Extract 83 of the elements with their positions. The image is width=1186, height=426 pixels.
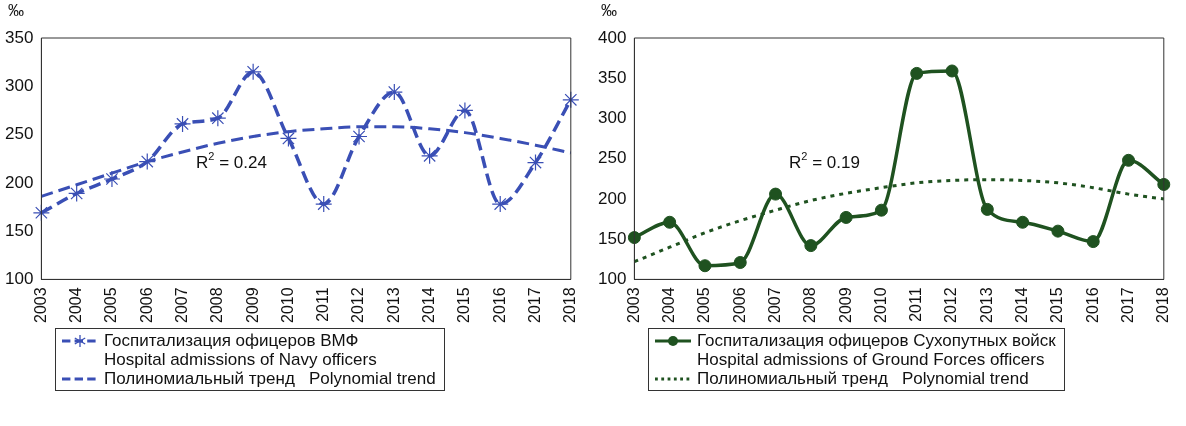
x-tick-label: 2009	[836, 287, 854, 323]
x-tick-label: 2003	[31, 287, 49, 323]
point	[910, 66, 924, 80]
x-tick-label: 2003	[624, 287, 642, 323]
point	[315, 195, 333, 213]
point	[103, 170, 121, 188]
x-tick-label: 2018	[561, 287, 579, 323]
point	[874, 203, 888, 217]
point	[421, 147, 439, 165]
point	[663, 215, 677, 229]
point	[350, 127, 368, 146]
point	[526, 153, 545, 172]
x-tick-label: 2004	[660, 287, 678, 323]
point	[1016, 215, 1030, 229]
x-tick-label: 2009	[243, 287, 261, 323]
x-tick-label: 2017	[1118, 287, 1136, 323]
x-tick-label: 2014	[420, 287, 438, 323]
legend-label: Полиномиальный тренд Polynomial trend	[697, 369, 1029, 388]
y-tick-label: 200	[4, 172, 34, 192]
point	[562, 91, 580, 109]
x-tick-label: 2016	[490, 287, 508, 323]
y-axis-title: ‰	[601, 2, 617, 19]
point	[945, 64, 959, 78]
point	[980, 202, 994, 216]
y-tick-label: 350	[4, 27, 34, 47]
x-tick-label: 2010	[278, 287, 296, 323]
point	[698, 259, 712, 273]
x-tick-label: 2005	[695, 287, 713, 323]
x-tick-label: 2004	[67, 287, 85, 323]
y-tick-label: 100	[597, 269, 627, 289]
x-tick-label: 2007	[172, 287, 190, 323]
x-tick-label: 2015	[1048, 287, 1066, 323]
y-tick-label: 350	[597, 67, 627, 87]
point	[385, 83, 403, 101]
x-tick-label: 2015	[455, 287, 473, 323]
point	[32, 204, 50, 222]
y-axis-title: ‰	[8, 2, 24, 19]
x-tick-label: 2014	[1013, 287, 1031, 323]
point	[209, 109, 227, 127]
x-tick-label: 2006	[730, 287, 748, 323]
x-tick-label: 2018	[1154, 287, 1172, 323]
y-tick-label: 300	[4, 75, 34, 95]
point	[1122, 153, 1135, 167]
x-tick-label: 2010	[871, 287, 889, 323]
point	[244, 63, 262, 81]
point	[1086, 235, 1100, 249]
point	[839, 210, 853, 224]
legend-label: Госпитализация офицеров ВМФ Hospital admissions of Navy officers	[104, 331, 377, 369]
y-tick-label: 150	[4, 220, 34, 240]
y-tick-label: 100	[4, 269, 34, 289]
y-tick-label: 300	[597, 108, 627, 128]
x-tick-label: 2012	[942, 287, 960, 323]
point	[627, 231, 641, 245]
y-tick-label: 200	[597, 188, 627, 208]
y-tick-label: 250	[4, 124, 34, 144]
x-tick-label: 2008	[801, 287, 819, 323]
point	[173, 115, 192, 133]
x-tick-label: 2007	[765, 287, 783, 323]
point	[138, 153, 156, 171]
point	[68, 184, 86, 203]
x-tick-label: 2011	[907, 287, 925, 322]
x-tick-label: 2013	[384, 287, 402, 323]
point	[491, 195, 509, 213]
y-tick-label: 250	[597, 148, 627, 168]
x-tick-label: 2008	[208, 287, 226, 323]
legend-label: Полиномиальный тренд Polynomial trend	[104, 369, 436, 388]
y-tick-label: 400	[597, 27, 627, 47]
point	[769, 187, 783, 201]
point	[279, 129, 298, 148]
x-tick-label: 2011	[314, 287, 332, 322]
point	[1157, 177, 1171, 191]
x-tick-label: 2006	[137, 287, 155, 323]
x-tick-label: 2005	[102, 287, 120, 323]
x-tick-label: 2013	[977, 287, 995, 323]
point	[733, 256, 747, 270]
x-tick-label: 2012	[349, 287, 367, 323]
point	[1051, 224, 1065, 238]
legend-label: Госпитализация офицеров Сухопутных войск Hospital admissions of Ground Forces officers	[697, 331, 1056, 369]
point	[804, 239, 818, 253]
x-tick-label: 2017	[525, 287, 543, 323]
x-tick-label: 2016	[1083, 287, 1101, 323]
y-tick-label: 150	[597, 228, 627, 248]
point	[456, 101, 474, 120]
